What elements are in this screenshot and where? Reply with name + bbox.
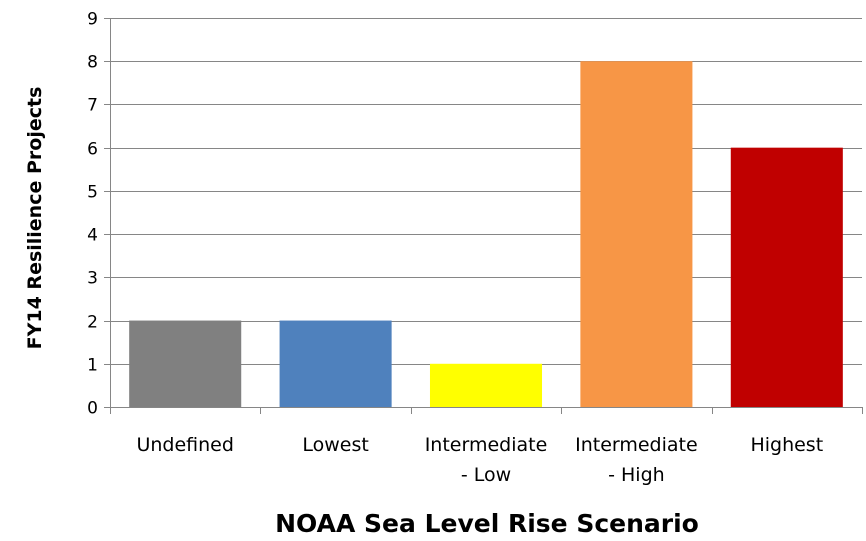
y-tick-label: 0 <box>87 399 98 419</box>
x-tick-label: Intermediate - Low <box>425 434 548 486</box>
x-tick-label: Highest <box>750 434 823 456</box>
y-tick-label: 2 <box>87 313 98 333</box>
y-tick-label: 7 <box>87 96 98 116</box>
bar <box>129 320 242 407</box>
bar <box>279 320 392 407</box>
bar <box>429 363 543 407</box>
y-axis-label: FY14 Resilience Projects <box>24 87 46 350</box>
x-tick-label: Intermediate - High <box>575 434 698 486</box>
x-category-labels: Undefined Lowest Intermediate - Low Intermed… <box>136 434 823 486</box>
y-tick-label: 8 <box>87 53 98 73</box>
bar <box>580 61 693 407</box>
bar <box>730 147 843 407</box>
y-tick-label: 9 <box>87 10 98 30</box>
x-axis-label: NOAA Sea Level Rise Scenario <box>275 509 699 538</box>
axes <box>104 18 863 414</box>
x-tick-label: Lowest <box>302 434 368 456</box>
y-tick-label: 6 <box>87 140 98 160</box>
bars <box>129 61 843 407</box>
y-tick-label: 5 <box>87 183 98 203</box>
y-tick-label: 4 <box>87 226 98 246</box>
x-tick-label: Undefined <box>136 434 233 456</box>
y-tick-label: 1 <box>87 356 98 376</box>
y-tick-labels: 0 1 2 3 4 5 6 7 8 9 <box>87 10 98 419</box>
y-tick-label: 3 <box>87 269 98 289</box>
